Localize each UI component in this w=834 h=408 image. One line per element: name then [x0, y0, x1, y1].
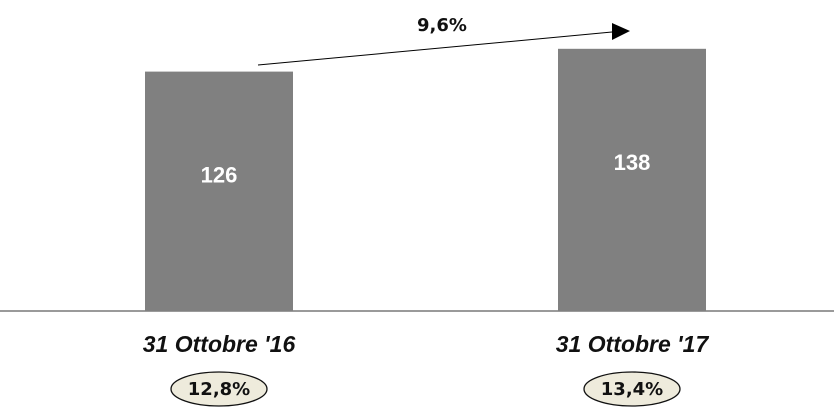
bar-value-label-0: 126 — [201, 163, 238, 188]
bar-1 — [558, 48, 706, 312]
growth-arrow: 9,6% — [257, 15, 630, 66]
category-label-1: 31 Ottobre '17 — [556, 331, 710, 357]
growth-label: 9,6% — [417, 15, 467, 36]
growth-arrow-line — [257, 31, 613, 66]
badge-0: 12,8% — [170, 371, 268, 407]
bar-0 — [145, 71, 293, 311]
bars-group: 126 138 — [145, 48, 706, 312]
bar-value-label-1: 138 — [614, 150, 651, 175]
badge-label: 12,8% — [188, 379, 250, 400]
badge-ellipse — [583, 371, 681, 407]
category-label-0: 31 Ottobre '16 — [143, 331, 296, 357]
badge-1: 13,4% — [583, 371, 681, 407]
badge-ellipse — [170, 371, 268, 407]
badge-label: 13,4% — [601, 379, 663, 400]
arrowhead-icon — [612, 23, 630, 40]
